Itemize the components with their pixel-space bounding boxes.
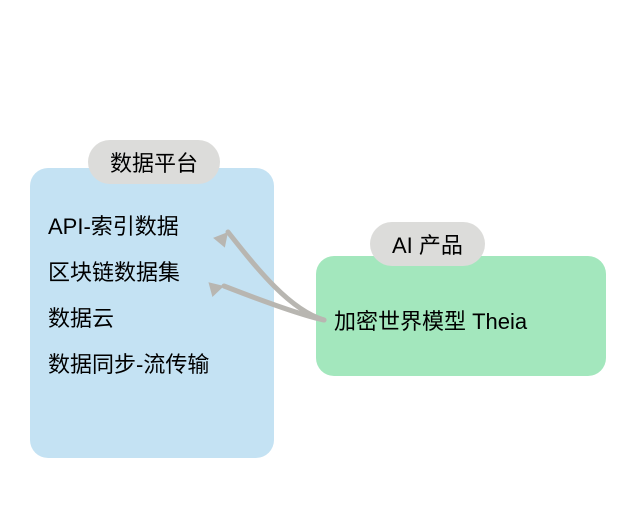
data-platform-title-pill: 数据平台 bbox=[88, 140, 220, 184]
ai-product-title-pill: AI 产品 bbox=[370, 222, 485, 266]
list-item: 区块链数据集 bbox=[48, 262, 256, 284]
list-item: API-索引数据 bbox=[48, 216, 256, 238]
list-item: 数据同步-流传输 bbox=[48, 354, 256, 376]
data-platform-panel: API-索引数据 区块链数据集 数据云 数据同步-流传输 bbox=[30, 168, 274, 458]
ai-product-panel: 加密世界模型 Theia bbox=[316, 256, 606, 376]
list-item: 数据云 bbox=[48, 308, 256, 330]
diagram-canvas: API-索引数据 区块链数据集 数据云 数据同步-流传输 加密世界模型 Thei… bbox=[0, 0, 632, 518]
ai-product-text: 加密世界模型 Theia bbox=[334, 304, 588, 336]
